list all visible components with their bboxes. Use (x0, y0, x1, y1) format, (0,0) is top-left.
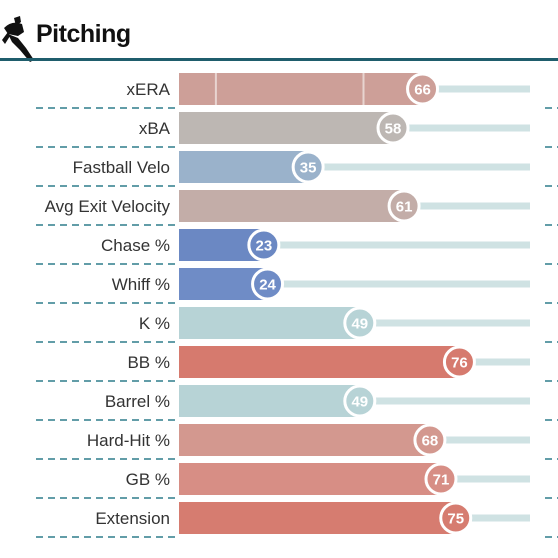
percentile-track (440, 475, 530, 483)
row-label: Barrel % (105, 392, 170, 411)
percentile-badge (376, 111, 410, 145)
row-label: xBA (139, 119, 171, 138)
header-divider (0, 58, 558, 61)
percentile-value: 35 (300, 160, 317, 177)
row-label: Extension (95, 509, 170, 528)
percentile-bar (179, 112, 394, 144)
percentile-track (393, 124, 530, 132)
percentile-badge (424, 462, 458, 496)
percentile-value: 75 (447, 511, 464, 528)
percentile-track (455, 514, 530, 522)
percentile-value: 23 (256, 238, 273, 255)
row-label: K % (139, 314, 170, 333)
percentile-badge (413, 423, 447, 457)
section-title: Pitching (36, 20, 131, 48)
percentile-bar (179, 73, 423, 105)
percentile-bar (179, 151, 309, 183)
percentile-track (359, 319, 530, 327)
row-label: Fastball Velo (73, 158, 170, 177)
row-label: Whiff % (112, 275, 170, 294)
percentile-value: 49 (351, 316, 368, 333)
percentile-value: 66 (414, 82, 431, 99)
percentile-bar (179, 190, 405, 222)
percentile-badge (343, 384, 377, 418)
percentile-bar (179, 424, 430, 456)
percentile-track (267, 280, 530, 288)
percentile-value: 71 (433, 472, 450, 489)
percentile-value: 76 (451, 355, 468, 372)
percentile-track (422, 85, 530, 93)
percentile-track (359, 397, 530, 405)
section-header: Pitching (0, 0, 558, 62)
percentile-value: 58 (385, 121, 402, 138)
percentile-badge (251, 267, 285, 301)
percentile-badge (291, 150, 325, 184)
row-label: Hard-Hit % (87, 431, 170, 450)
row-label: GB % (126, 470, 170, 489)
percentile-track (459, 358, 530, 366)
percentile-badge (247, 228, 281, 262)
row-label: BB % (127, 353, 170, 372)
percentile-track (429, 436, 530, 444)
percentile-badge (406, 72, 440, 106)
percentile-value: 49 (351, 394, 368, 411)
percentile-value: 24 (259, 277, 276, 294)
percentile-value: 68 (422, 433, 439, 450)
percentile-track (308, 163, 530, 171)
row-label: Chase % (101, 236, 170, 255)
percentile-bar (179, 502, 456, 534)
percentile-badge (387, 189, 421, 223)
percentile-value: 61 (396, 199, 413, 216)
percentile-bar (179, 385, 360, 417)
percentile-track (263, 241, 530, 249)
percentile-bar (179, 307, 360, 339)
percentile-badge (439, 501, 473, 535)
percentile-bar (179, 463, 441, 495)
percentile-badge (343, 306, 377, 340)
percentile-badge (442, 345, 476, 379)
percentile-bar (179, 346, 460, 378)
row-label: xERA (127, 80, 171, 99)
pitcher-icon (2, 16, 34, 62)
row-label: Avg Exit Velocity (45, 197, 171, 216)
percentile-track (404, 202, 530, 210)
